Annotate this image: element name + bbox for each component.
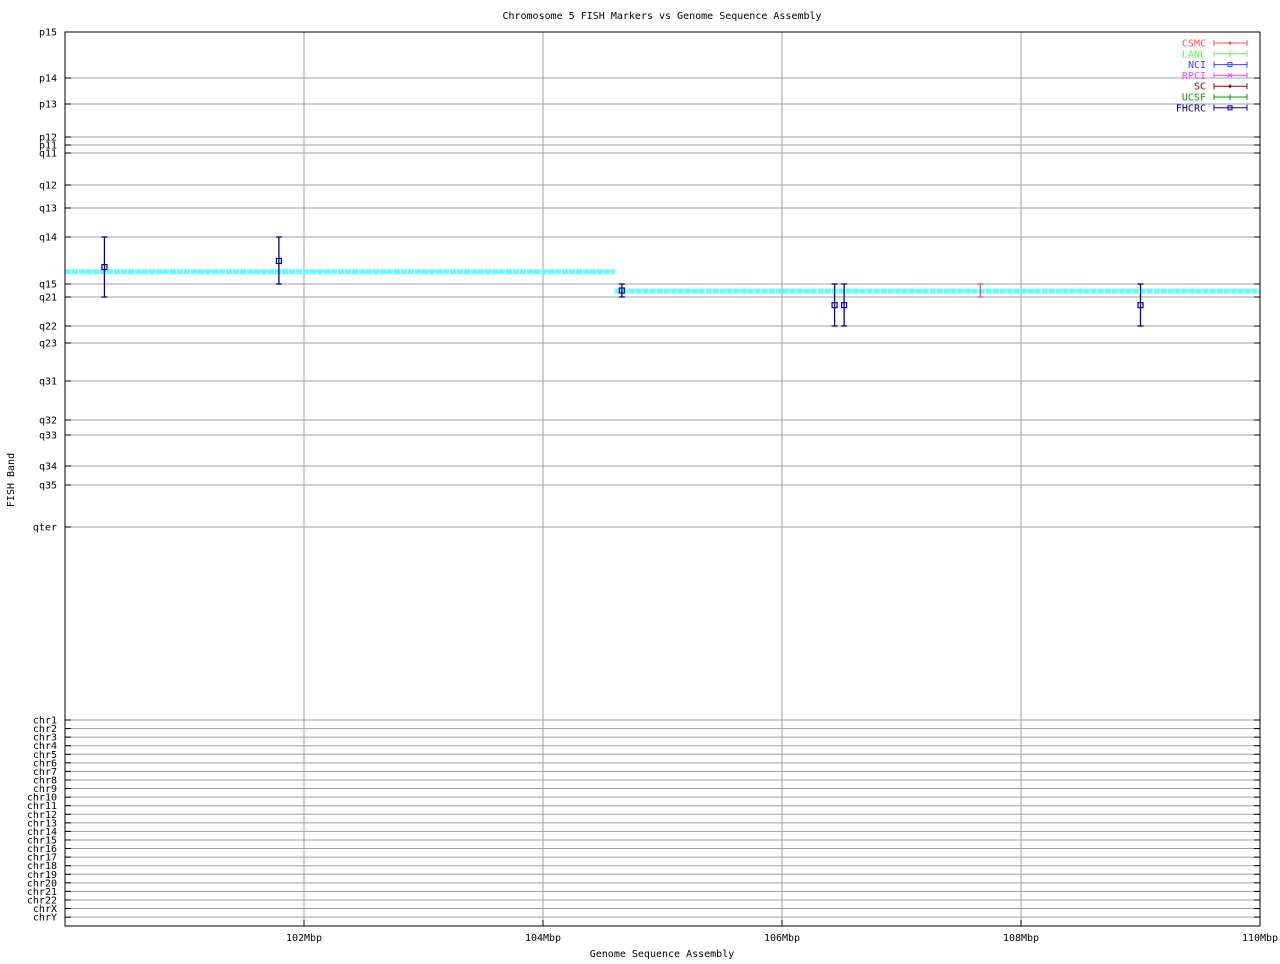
y-tick-label: p12 — [39, 133, 57, 144]
y-tick-label: chr8 — [33, 775, 57, 786]
y-tick-label: chr20 — [27, 878, 57, 889]
data-point-fhcrc — [275, 236, 283, 285]
y-tick-label: q31 — [39, 377, 57, 388]
y-tick-label: chr6 — [33, 758, 57, 769]
point-marker — [618, 287, 625, 294]
legend-diamond-icon — [1228, 84, 1232, 89]
data-point-fhcrc — [1137, 283, 1144, 327]
chart-title: Chromosome 5 FISH Markers vs Genome Sequ… — [502, 11, 821, 22]
y-tick-label: p15 — [39, 28, 57, 39]
y-tick-label: chr21 — [27, 887, 57, 898]
marks — [65, 236, 1260, 327]
y-tick-label: chr11 — [27, 801, 57, 812]
point-marker — [101, 263, 108, 271]
y-tick-label: chr19 — [27, 870, 57, 881]
y-tick-label: chr3 — [33, 733, 57, 744]
legend-label: NCI — [1188, 60, 1206, 71]
x-tick-label: 110Mbp — [1242, 933, 1278, 944]
y-tick-label: chr22 — [27, 895, 57, 906]
legend-diamond-icon — [1228, 41, 1232, 45]
x-tick-label: 108Mbp — [1003, 933, 1039, 944]
legend-square-icon — [1227, 105, 1233, 111]
x-tick-label: 104Mbp — [525, 933, 561, 944]
y-tick-label: chr17 — [27, 853, 57, 864]
y-tick-label: chr5 — [33, 750, 57, 761]
y-tick-label: q22 — [39, 322, 57, 333]
y-tick-label: q13 — [39, 204, 57, 215]
y-tick-label: chr10 — [27, 793, 57, 804]
legend-label: UCSF — [1182, 93, 1206, 104]
legend-label: FHCRC — [1176, 103, 1206, 114]
y-tick-label: q32 — [39, 416, 57, 427]
y-tick-label: q35 — [39, 481, 57, 492]
y-tick-label: chr13 — [27, 818, 57, 829]
y-tick-label: chr4 — [33, 741, 57, 752]
y-tick-label: chr12 — [27, 810, 57, 821]
x-tick-label: 106Mbp — [764, 933, 800, 944]
y-tick-label: q14 — [39, 233, 57, 244]
legend-label: LANL — [1182, 49, 1206, 60]
y-tick-label: q15 — [39, 280, 57, 291]
y-tick-label: chr18 — [27, 861, 57, 872]
y-axis-label: FISH Band — [6, 453, 17, 507]
data-point-csmc — [977, 283, 984, 298]
y-tick-label: q33 — [39, 431, 57, 442]
y-tick-label: q23 — [39, 339, 57, 350]
y-tick-label: p14 — [39, 74, 57, 85]
legend-label: SC — [1194, 82, 1206, 93]
y-tick-label: chrX — [33, 904, 57, 915]
point-marker — [831, 302, 838, 309]
y-tick-label: chr15 — [27, 835, 57, 846]
y-tick-label: chr7 — [33, 767, 57, 778]
y-tick-label: p13 — [39, 100, 57, 111]
data-point-fhcrc — [831, 283, 838, 327]
y-tick-label: q11 — [39, 149, 57, 160]
data-point-fhcrc — [101, 236, 108, 298]
y-tick-label: chr14 — [27, 827, 57, 838]
x-tick-label: 102Mbp — [286, 933, 322, 944]
point-marker — [275, 257, 283, 265]
x-axis-label: Genome Sequence Assembly — [590, 949, 735, 960]
point-marker — [1137, 302, 1144, 309]
y-tick-label: q12 — [39, 181, 57, 192]
data-point-fhcrc — [841, 283, 848, 327]
data-point-fhcrc — [618, 283, 625, 298]
legend-label: RPCI — [1182, 71, 1206, 82]
legend-square-icon — [1227, 62, 1233, 68]
y-tick-label: chr1 — [33, 716, 57, 727]
y-tick-label: chr16 — [27, 844, 57, 855]
y-tick-label: chr9 — [33, 784, 57, 795]
legend-label: CSMC — [1182, 39, 1206, 50]
y-tick-label: p11 — [39, 141, 57, 152]
plot-frame — [64, 31, 1261, 927]
y-tick-label: q21 — [39, 293, 57, 304]
y-tick-label: q34 — [39, 462, 57, 473]
y-tick-label: qter — [33, 523, 57, 534]
y-tick-label: chrY — [33, 913, 57, 924]
y-tick-label: chr2 — [33, 724, 57, 735]
legend-cross-icon — [1227, 73, 1233, 78]
point-marker — [841, 302, 848, 309]
